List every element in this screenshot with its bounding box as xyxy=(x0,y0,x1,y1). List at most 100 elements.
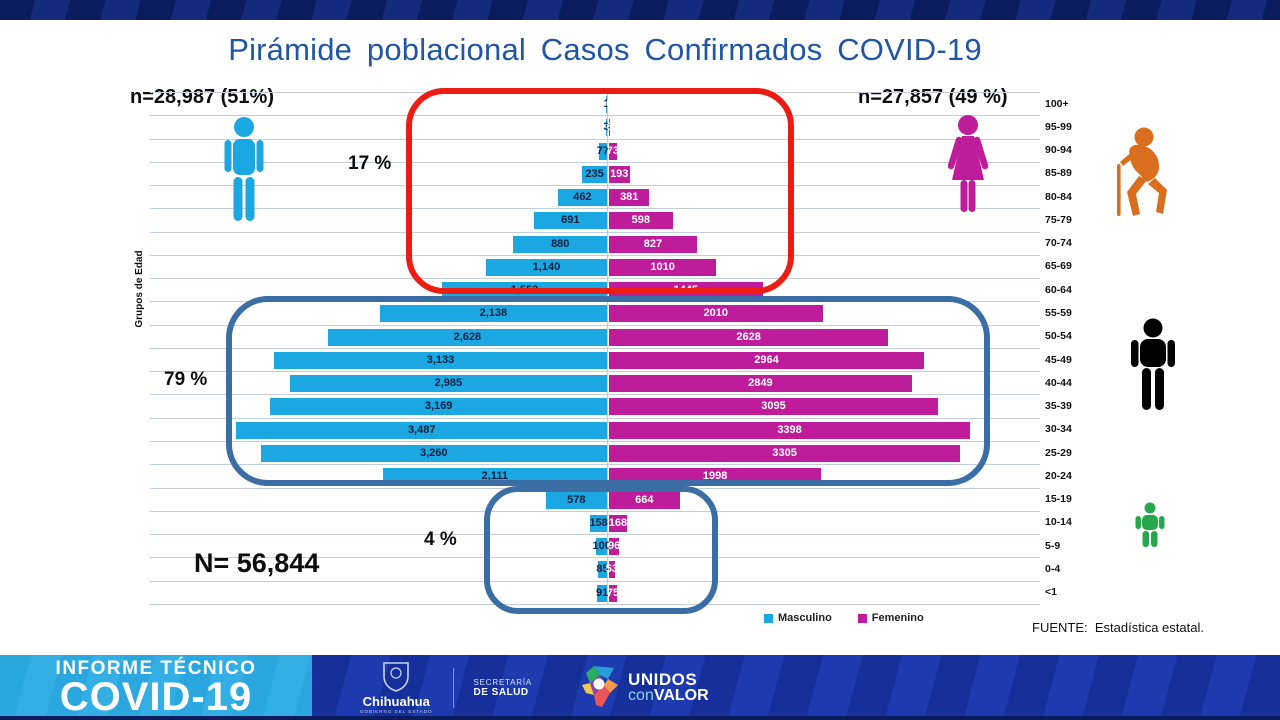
male-bar: 85 xyxy=(596,561,609,579)
male-bar: 3,260 xyxy=(260,444,607,462)
pyramid-row: 3,487 3398 xyxy=(150,419,1040,442)
pyramid-row: 1,140 1010 xyxy=(150,256,1040,280)
female-bar-value: 53 xyxy=(605,563,618,576)
female-bar: 3398 xyxy=(609,421,971,439)
male-bar-value: 2,985 xyxy=(434,377,463,390)
female-bar: 598 xyxy=(609,212,673,230)
secretaria-line2: DE SALUD xyxy=(473,686,529,698)
male-bar-value: 1 xyxy=(603,98,610,110)
age-group-axis: 100+ 95-99 90-94 85-89 80-84 75-79 70-74 65-69 6… xyxy=(1045,92,1100,604)
convalor-word: conVALOR xyxy=(628,688,709,704)
male-bar: 2,985 xyxy=(289,375,607,393)
unidos-word: UNIDOS xyxy=(628,670,698,689)
top-decorative-stripe-bar xyxy=(0,0,1280,20)
male-total-label: n=28,987 (51%) xyxy=(130,86,274,108)
male-bar: 880 xyxy=(513,235,607,253)
male-bar: 3,169 xyxy=(270,398,607,416)
male-bar-value: 578 xyxy=(567,493,586,506)
footer-logos-block: Chihuahua GOBIERNO DEL ESTADO SECRETARÍA… xyxy=(312,655,1280,720)
age-group-label: 90-94 xyxy=(1045,144,1072,157)
male-bar: 3 xyxy=(603,119,610,137)
unidos-convalor-state-icon xyxy=(582,665,619,707)
female-bar-value: 2964 xyxy=(754,353,779,366)
health-ministry-label: SECRETARÍA DE SALUD xyxy=(474,678,533,698)
male-bar: 158 xyxy=(589,514,608,532)
female-bar: 1445 xyxy=(609,282,763,300)
source-label: FUENTE: Estadística estatal. xyxy=(1032,620,1204,635)
age-group-label: 15-19 xyxy=(1045,493,1072,506)
legend-item-male: Masculino xyxy=(764,612,832,624)
female-bar-value: 75 xyxy=(606,586,620,599)
female-bar: 664 xyxy=(609,491,680,509)
center-axis-line xyxy=(607,93,608,605)
female-bar: 2628 xyxy=(609,328,889,346)
age-group-label: 100+ xyxy=(1045,97,1069,110)
age-group-label: 45-49 xyxy=(1045,353,1072,366)
male-bar: 2,111 xyxy=(382,468,607,486)
female-bar-value: 1010 xyxy=(650,260,675,273)
female-bar: 96 xyxy=(608,538,620,556)
female-bar-value: 1445 xyxy=(673,284,699,297)
female-bar: 53 xyxy=(605,561,618,579)
male-bar-value: 100 xyxy=(592,540,611,553)
age-group-label: 95-99 xyxy=(1045,120,1072,133)
male-bar: 1 xyxy=(603,96,610,113)
pyramid-row: 2,628 2628 xyxy=(150,326,1040,349)
age-group-label: 60-64 xyxy=(1045,283,1072,296)
age-group-label: 35-39 xyxy=(1045,400,1072,413)
male-bar: 578 xyxy=(545,491,607,509)
legend: Masculino Femenino xyxy=(764,612,924,624)
female-bar-value: 664 xyxy=(635,493,654,506)
female-bar-value: 3095 xyxy=(761,400,786,413)
male-bar-value: 462 xyxy=(573,191,592,204)
age-group-label: 70-74 xyxy=(1045,237,1072,250)
female-legend-swatch-icon xyxy=(857,613,867,623)
female-bar-value: 1998 xyxy=(702,470,728,483)
age-group-label: 10-14 xyxy=(1045,516,1072,529)
footer-report-covid: COVID-19 xyxy=(59,675,253,719)
adult-person-icon xyxy=(1126,318,1180,419)
government-logo: Chihuahua GOBIERNO DEL ESTADO xyxy=(360,661,433,714)
age-group-label: 20-24 xyxy=(1045,469,1072,482)
male-bar-value: 1,140 xyxy=(532,260,561,273)
female-bar: 827 xyxy=(609,235,697,253)
page-title: Pirámide poblacional Casos Confirmados C… xyxy=(228,32,982,67)
unidos-convalor-text: UNIDOS conVALOR xyxy=(628,671,709,704)
government-subtitle: GOBIERNO DEL ESTADO xyxy=(360,709,433,715)
age-group-label: 40-44 xyxy=(1045,376,1072,389)
female-bar: 1010 xyxy=(609,258,717,276)
male-bar-value: 691 xyxy=(561,214,580,227)
footer-report-title: INFORME TÉCNICO xyxy=(55,658,257,679)
male-bar: 462 xyxy=(557,189,607,207)
child-percentage-label: 4 % xyxy=(424,529,457,550)
male-person-icon xyxy=(220,116,268,233)
female-bar: 2964 xyxy=(609,351,924,369)
male-bar-value: 3,169 xyxy=(424,400,453,413)
female-bar: 3305 xyxy=(609,444,961,462)
age-group-label: <1 xyxy=(1045,586,1057,599)
pyramid-row: 691 598 xyxy=(150,209,1040,233)
male-bar: 3,487 xyxy=(236,421,607,439)
elderly-person-cane-icon xyxy=(1106,126,1182,225)
age-group-label: 0-4 xyxy=(1045,562,1061,575)
female-bar: 3095 xyxy=(609,398,938,416)
pyramid-row: 2,985 2849 xyxy=(150,372,1040,396)
female-bar-value: 6 xyxy=(606,121,613,134)
female-bar-value: 0 xyxy=(605,98,613,110)
male-bar-value: 3 xyxy=(603,121,610,134)
pyramid-row: 3,260 3305 xyxy=(150,442,1040,466)
pyramid-row: 578 664 xyxy=(150,489,1040,512)
age-group-label: 5-9 xyxy=(1045,539,1061,552)
elderly-percentage-label: 17 % xyxy=(348,153,392,174)
chihuahua-shield-icon xyxy=(383,662,410,692)
grand-total-label: N= 56,844 xyxy=(194,548,320,578)
pyramid-row: 880 827 xyxy=(150,233,1040,256)
female-bar: 6 xyxy=(606,119,613,137)
adult-percentage-label: 79 % xyxy=(164,369,208,390)
female-bar: 168 xyxy=(609,514,627,532)
age-group-label: 50-54 xyxy=(1045,330,1072,343)
valor-word: VALOR xyxy=(653,687,709,704)
